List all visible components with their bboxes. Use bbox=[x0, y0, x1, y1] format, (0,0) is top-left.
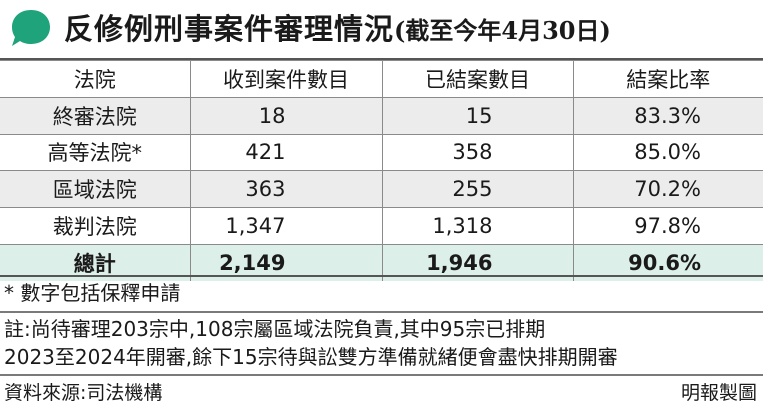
total-rate: 90.6% bbox=[572, 243, 763, 281]
publisher-credit: 明報製圖 bbox=[680, 382, 757, 404]
note-line-2: 2023至2024年開審,餘下15宗待與訟雙方準備就緒便會盡快排期開審 bbox=[4, 345, 618, 369]
closure-rate: 85.0% bbox=[572, 133, 763, 171]
header-closed: 已結案數目 bbox=[381, 60, 573, 98]
title-divider bbox=[0, 58, 763, 60]
received-count: 1,347 bbox=[189, 207, 382, 245]
court-name: 區域法院 bbox=[0, 170, 190, 208]
table-row: 裁判法院 1,347 1,318 97.8% bbox=[0, 207, 763, 245]
court-cases-table: 法院 收到案件數目 已結案數目 結案比率 終審法院 18 15 83.3% 高等… bbox=[0, 60, 763, 281]
title-date-range: (截至今年4月30日) bbox=[394, 16, 611, 45]
total-label: 總計 bbox=[0, 243, 190, 281]
closed-count: 1,318 bbox=[381, 207, 573, 245]
source-credit: 資料來源:司法機構 bbox=[4, 382, 163, 404]
table-row: 高等法院* 421 358 85.0% bbox=[0, 133, 763, 171]
footer-divider bbox=[0, 374, 763, 376]
header-received: 收到案件數目 bbox=[189, 60, 382, 98]
table-header-row: 法院 收到案件數目 已結案數目 結案比率 bbox=[0, 60, 763, 98]
received-count: 363 bbox=[189, 170, 382, 208]
total-received: 2,149 bbox=[189, 243, 382, 281]
header-court: 法院 bbox=[0, 60, 190, 98]
closure-rate: 70.2% bbox=[572, 170, 763, 208]
closure-rate: 97.8% bbox=[572, 207, 763, 245]
page-title: 反修例刑事案件審理情況(截至今年4月30日) bbox=[64, 10, 611, 50]
total-row: 總計 2,149 1,946 90.6% bbox=[0, 243, 763, 281]
court-name: 高等法院* bbox=[0, 133, 190, 171]
note-line-1: 註:尚待審理203宗中,108宗屬區域法院負責,其中95宗已排期 bbox=[4, 317, 546, 341]
received-count: 421 bbox=[189, 133, 382, 171]
asterisk-footnote: * 數字包括保釋申請 bbox=[4, 281, 181, 305]
speech-bubble-shape bbox=[12, 10, 50, 46]
closure-rate: 83.3% bbox=[572, 96, 763, 135]
note-divider bbox=[0, 311, 763, 313]
received-count: 18 bbox=[189, 96, 382, 135]
title-bar: 反修例刑事案件審理情況(截至今年4月30日) bbox=[0, 0, 763, 58]
title-main: 反修例刑事案件審理情況 bbox=[64, 12, 395, 46]
table-row: 區域法院 363 255 70.2% bbox=[0, 170, 763, 208]
closed-count: 255 bbox=[381, 170, 573, 208]
table-bottom-divider bbox=[0, 275, 763, 277]
header-rate: 結案比率 bbox=[572, 60, 763, 98]
closed-count: 15 bbox=[381, 96, 573, 135]
total-closed: 1,946 bbox=[381, 243, 573, 281]
closed-count: 358 bbox=[381, 133, 573, 171]
court-name: 裁判法院 bbox=[0, 207, 190, 245]
court-name: 終審法院 bbox=[0, 96, 190, 135]
speech-bubble-icon bbox=[12, 10, 50, 46]
table-row: 終審法院 18 15 83.3% bbox=[0, 96, 763, 135]
